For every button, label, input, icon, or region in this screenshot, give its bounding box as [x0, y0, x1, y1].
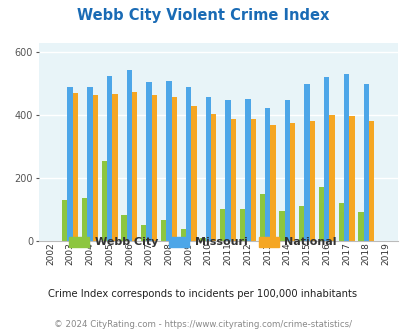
Bar — [270, 125, 275, 241]
Bar — [259, 194, 264, 241]
Bar — [245, 99, 250, 241]
Bar — [146, 82, 151, 241]
Bar — [220, 209, 225, 241]
Bar — [264, 108, 270, 241]
Bar — [82, 198, 87, 241]
Bar — [67, 87, 72, 241]
Bar — [112, 94, 117, 241]
Bar — [239, 209, 245, 241]
Bar — [166, 81, 171, 241]
Bar — [363, 84, 368, 241]
Bar — [92, 95, 98, 241]
Bar — [368, 120, 373, 241]
Text: Crime Index corresponds to incidents per 100,000 inhabitants: Crime Index corresponds to incidents per… — [48, 289, 357, 299]
Bar — [87, 87, 92, 241]
Bar — [348, 116, 354, 241]
Text: © 2024 CityRating.com - https://www.cityrating.com/crime-statistics/: © 2024 CityRating.com - https://www.city… — [54, 320, 351, 329]
Bar — [284, 100, 289, 241]
Legend: Webb City, Missouri, National: Webb City, Missouri, National — [65, 232, 340, 252]
Bar — [338, 203, 343, 241]
Bar — [309, 120, 314, 241]
Bar — [358, 212, 363, 241]
Bar — [62, 200, 67, 241]
Bar — [289, 123, 294, 241]
Bar — [72, 92, 78, 241]
Bar — [160, 220, 166, 241]
Bar — [132, 92, 137, 241]
Bar — [250, 119, 255, 241]
Bar — [151, 95, 157, 241]
Bar — [298, 206, 304, 241]
Bar — [180, 229, 185, 241]
Text: Webb City Violent Crime Index: Webb City Violent Crime Index — [77, 8, 328, 23]
Bar — [279, 211, 284, 241]
Bar — [191, 106, 196, 241]
Bar — [343, 74, 348, 241]
Bar — [318, 187, 323, 241]
Bar — [323, 77, 329, 241]
Bar — [185, 87, 191, 241]
Bar — [230, 119, 236, 241]
Bar — [304, 84, 309, 241]
Bar — [141, 225, 146, 241]
Bar — [107, 76, 112, 241]
Bar — [126, 70, 132, 241]
Bar — [225, 100, 230, 241]
Bar — [101, 161, 107, 241]
Bar — [329, 115, 334, 241]
Bar — [205, 97, 211, 241]
Bar — [121, 215, 126, 241]
Bar — [171, 97, 177, 241]
Bar — [200, 238, 205, 241]
Bar — [211, 114, 216, 241]
